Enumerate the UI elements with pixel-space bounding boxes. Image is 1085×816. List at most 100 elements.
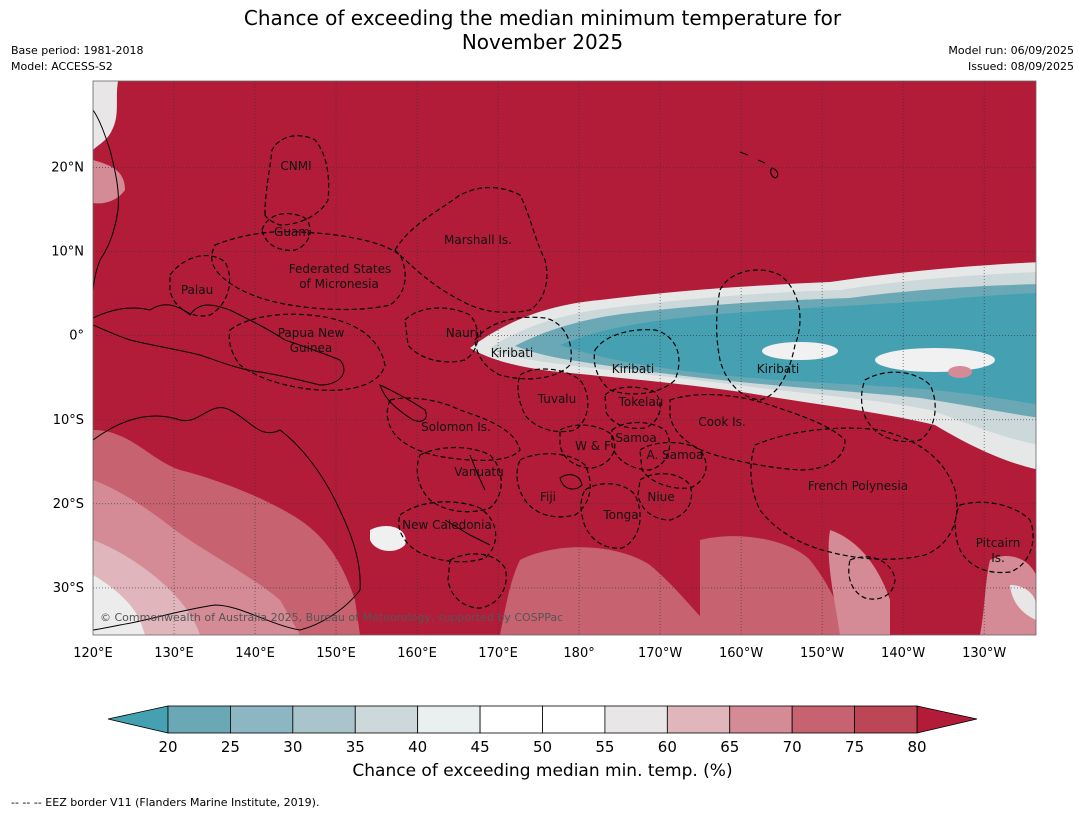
lon-tick-label: 170°W: [638, 646, 682, 661]
colorbar-bin: [479, 705, 543, 734]
eez-cook: [669, 393, 846, 471]
lon-tick-label: 120°E: [73, 646, 113, 661]
model-name: Model: ACCESS-S2: [11, 60, 113, 73]
copyright-text: © Commonwealth of Australia 2025, Bureau…: [100, 611, 563, 624]
left-patch: [93, 160, 125, 204]
colorbar-bin: [167, 705, 231, 734]
eez-kiribati-w: [474, 316, 572, 380]
colorbar: 20 25 30 35 40 45 50 55 60 65 70 75 80: [107, 705, 978, 756]
lat-tick-label: 10°S: [53, 413, 84, 428]
colorbar-label: Chance of exceeding median min. temp. (%…: [352, 761, 733, 781]
label-kiribati-c: Kiribati: [612, 362, 654, 376]
eez-nauru: [404, 307, 479, 363]
coast-fiji: [559, 474, 583, 490]
lon-tick-label: 180°: [563, 646, 594, 661]
colorbar-tick-label: 45: [471, 738, 490, 756]
lat-tick-label: 0°: [69, 329, 84, 344]
longitude-labels: 120°E 130°E 140°E 150°E 160°E 170°E 180° 170°W 1…: [73, 646, 1006, 661]
colorbar-bin: [354, 705, 419, 734]
coast-new-caledonia: [444, 519, 491, 546]
colorbar-tick-label: 80: [907, 738, 926, 756]
coast-vanuatu: [469, 454, 486, 491]
colorbar-bin: [729, 705, 793, 734]
colorbar-tick-label: 55: [595, 738, 614, 756]
south-patch: [370, 525, 406, 552]
eez-niue: [637, 473, 693, 521]
lon-tick-label: 130°W: [962, 646, 1006, 661]
colorbar-high-extend: [916, 705, 978, 734]
label-guam: Guam: [274, 225, 310, 239]
label-nauru: Nauru: [446, 326, 482, 340]
label-marshall: Marshall Is.: [444, 233, 512, 247]
colorbar-tick-label: 60: [658, 738, 677, 756]
meta-right: Model run: 06/09/2025 Issued: 08/09/2025: [948, 43, 1074, 75]
colorbar-tick-label: 50: [533, 738, 552, 756]
eez-solomon: [386, 397, 521, 461]
colorbar-bin: [230, 705, 294, 734]
colorbar-bin: [604, 705, 668, 734]
meta-left: Base period: 1981-2018 Model: ACCESS-S2: [11, 43, 143, 75]
place-labels: CNMI Guam Marshall Is. Federated States …: [181, 159, 1020, 565]
label-samoa: Samoa: [615, 431, 656, 445]
colorbar-bin: [542, 705, 606, 734]
label-tokelau: Tokelau: [618, 395, 664, 409]
lat-tick-label: 10°N: [51, 245, 84, 260]
label-tuvalu: Tuvalu: [537, 392, 577, 406]
eez-kiribati-c: [593, 329, 680, 395]
base-period: Base period: 1981-2018: [11, 44, 144, 57]
eez-tuvalu: [517, 368, 589, 433]
title-line-1: Chance of exceeding the median minimum t…: [243, 6, 842, 30]
label-fsm-2: of Micronesia: [299, 277, 379, 291]
label-tonga: Tonga: [602, 508, 638, 522]
eez-kiribati-e: [716, 269, 801, 401]
eez-cnmi: [264, 135, 330, 226]
map-gridlines: [93, 81, 1036, 635]
colorbar-bin: [417, 705, 481, 734]
eez-png: [228, 313, 386, 391]
label-kiribati-e: Kiribati: [757, 362, 799, 376]
eez-pitcairn: [954, 501, 1034, 574]
eez-guam: [261, 212, 311, 251]
eez-french-polynesia-n: [861, 371, 936, 443]
south-patch: [828, 530, 890, 635]
colorbar-tick-label: 20: [158, 738, 177, 756]
eez-palau: [169, 254, 231, 317]
label-palau: Palau: [181, 283, 213, 297]
cool-patch: [875, 348, 995, 372]
left-patch: [93, 81, 118, 150]
label-kiribati-w: Kiribati: [491, 346, 533, 360]
south-patch: [980, 555, 1036, 635]
colorbar-low-extend: [107, 705, 169, 734]
label-png-2: Guinea: [290, 341, 333, 355]
label-american-samoa: A. Samoa: [647, 448, 704, 462]
colorbar-tick-label: 35: [346, 738, 365, 756]
colorbar-bin: [666, 705, 731, 734]
coast-australia: [93, 407, 361, 631]
colorbar-bin: [791, 705, 855, 734]
lon-tick-label: 150°E: [316, 646, 356, 661]
latitude-labels: 20°N 10°N 0° 10°S 20°S 30°S: [51, 161, 84, 596]
eez-pitcairn-w: [848, 556, 896, 600]
warm-patch: [948, 366, 972, 378]
lon-tick-label: 160°E: [397, 646, 437, 661]
eez-tokelau: [604, 386, 661, 430]
lon-tick-label: 140°W: [881, 646, 925, 661]
label-pitcairn-1: Pitcairn: [976, 536, 1021, 550]
south-patch: [1010, 585, 1036, 620]
colorbar-tick-label: 30: [283, 738, 302, 756]
eez-samoa: [611, 421, 671, 471]
lat-tick-label: 20°S: [53, 497, 84, 512]
colorbar-tick-label: 70: [783, 738, 802, 756]
eez-fsm: [211, 231, 406, 311]
lon-tick-label: 130°E: [154, 646, 194, 661]
eez-new-caledonia: [398, 501, 497, 563]
colorbar-tick-label: 65: [720, 738, 739, 756]
label-cook: Cook Is.: [698, 415, 745, 429]
label-fsm-1: Federated States: [289, 262, 391, 276]
lon-tick-label: 160°W: [719, 646, 763, 661]
lon-tick-label: 140°E: [235, 646, 275, 661]
south-patch: [700, 536, 850, 635]
colorbar-tick-label: 25: [221, 738, 240, 756]
label-wallis-futuna: W & F: [575, 439, 611, 453]
